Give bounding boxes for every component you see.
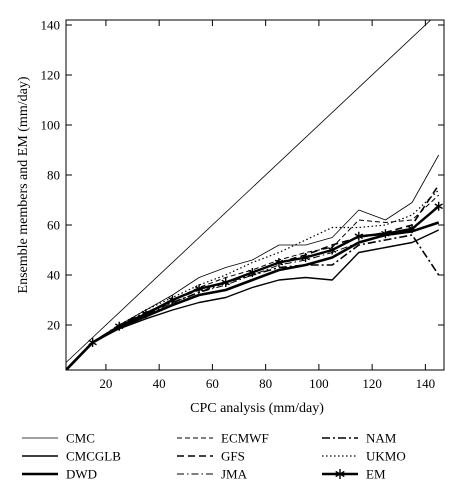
marker-layer xyxy=(88,201,443,347)
x-tick-label: 120 xyxy=(362,376,382,391)
x-tick-label: 140 xyxy=(416,376,436,391)
one-to-one-line xyxy=(66,20,432,363)
y-tick-label: 20 xyxy=(47,318,60,333)
x-axis-title: CPC analysis (mm/day) xyxy=(190,401,324,416)
legend-item-jma: JMA xyxy=(177,467,248,482)
x-tick-label: 100 xyxy=(309,376,329,391)
series-line-cmcglb xyxy=(66,229,439,370)
em-star-marker xyxy=(381,229,390,239)
em-star-marker xyxy=(221,278,230,287)
legend-label: NAM xyxy=(366,431,397,446)
x-tick-label: 60 xyxy=(206,376,219,391)
legend-star-marker xyxy=(335,469,345,479)
series-line-ukmo xyxy=(66,189,440,370)
legend-label: CMCGLB xyxy=(66,449,121,464)
legend-item-ecmwf: ECMWF xyxy=(177,431,269,446)
em-star-marker xyxy=(141,309,151,319)
legend-label: DWD xyxy=(66,467,97,482)
y-tick-label: 60 xyxy=(47,218,60,233)
x-tick-label: 20 xyxy=(99,376,112,391)
legend-item-nam: NAM xyxy=(322,431,397,446)
y-tick-label: 140 xyxy=(41,18,61,33)
legend-label: CMC xyxy=(66,431,95,446)
em-star-marker xyxy=(301,253,310,262)
series-line-dwd xyxy=(66,221,440,370)
y-tick-label: 120 xyxy=(41,68,61,83)
legend-item-dwd: DWD xyxy=(22,467,97,482)
legend-item-cmcglb: CMCGLB xyxy=(22,449,121,464)
em-star-marker xyxy=(168,295,177,305)
legend: CMC CMCGLB DWD ECMWF GFS JMA NAM UKMO EM xyxy=(22,431,406,482)
legend-label: UKMO xyxy=(366,449,406,464)
y-tick-label: 100 xyxy=(41,118,61,133)
tick-layer: 20 40 60 80 100 120 140 20 40 60 80 100 120 140 xyxy=(41,18,444,391)
plot-area: 20 40 60 80 100 120 140 20 40 60 80 100 120 140 xyxy=(41,18,445,391)
em-star-marker xyxy=(274,258,284,267)
em-star-marker xyxy=(407,224,417,234)
y-axis-title: Ensemble members and EM (mm/day) xyxy=(16,76,31,293)
legend-label: GFS xyxy=(221,449,245,464)
legend-item-cmc: CMC xyxy=(22,431,95,446)
legend-label: EM xyxy=(366,467,386,482)
em-star-marker xyxy=(88,338,97,347)
legend-label: ECMWF xyxy=(221,431,269,446)
em-star-marker xyxy=(354,231,364,241)
series-line-nam xyxy=(66,234,440,370)
em-star-marker xyxy=(434,201,443,211)
em-star-marker xyxy=(327,245,337,255)
x-tick-label: 80 xyxy=(259,376,272,391)
series-line-ecmwf xyxy=(66,194,440,370)
series-line-gfs xyxy=(66,184,440,370)
reference-line-layer xyxy=(66,20,432,363)
legend-item-em: EM xyxy=(322,467,386,482)
y-tick-label: 80 xyxy=(47,168,60,183)
legend-label: JMA xyxy=(221,467,248,482)
em-star-marker xyxy=(194,284,204,294)
plot-frame xyxy=(65,19,445,371)
legend-item-gfs: GFS xyxy=(177,449,245,464)
legend-item-ukmo: UKMO xyxy=(322,449,406,464)
em-star-marker xyxy=(248,268,257,277)
x-tick-label: 40 xyxy=(153,376,166,391)
y-tick-label: 40 xyxy=(47,268,60,283)
em-star-marker xyxy=(114,321,124,331)
